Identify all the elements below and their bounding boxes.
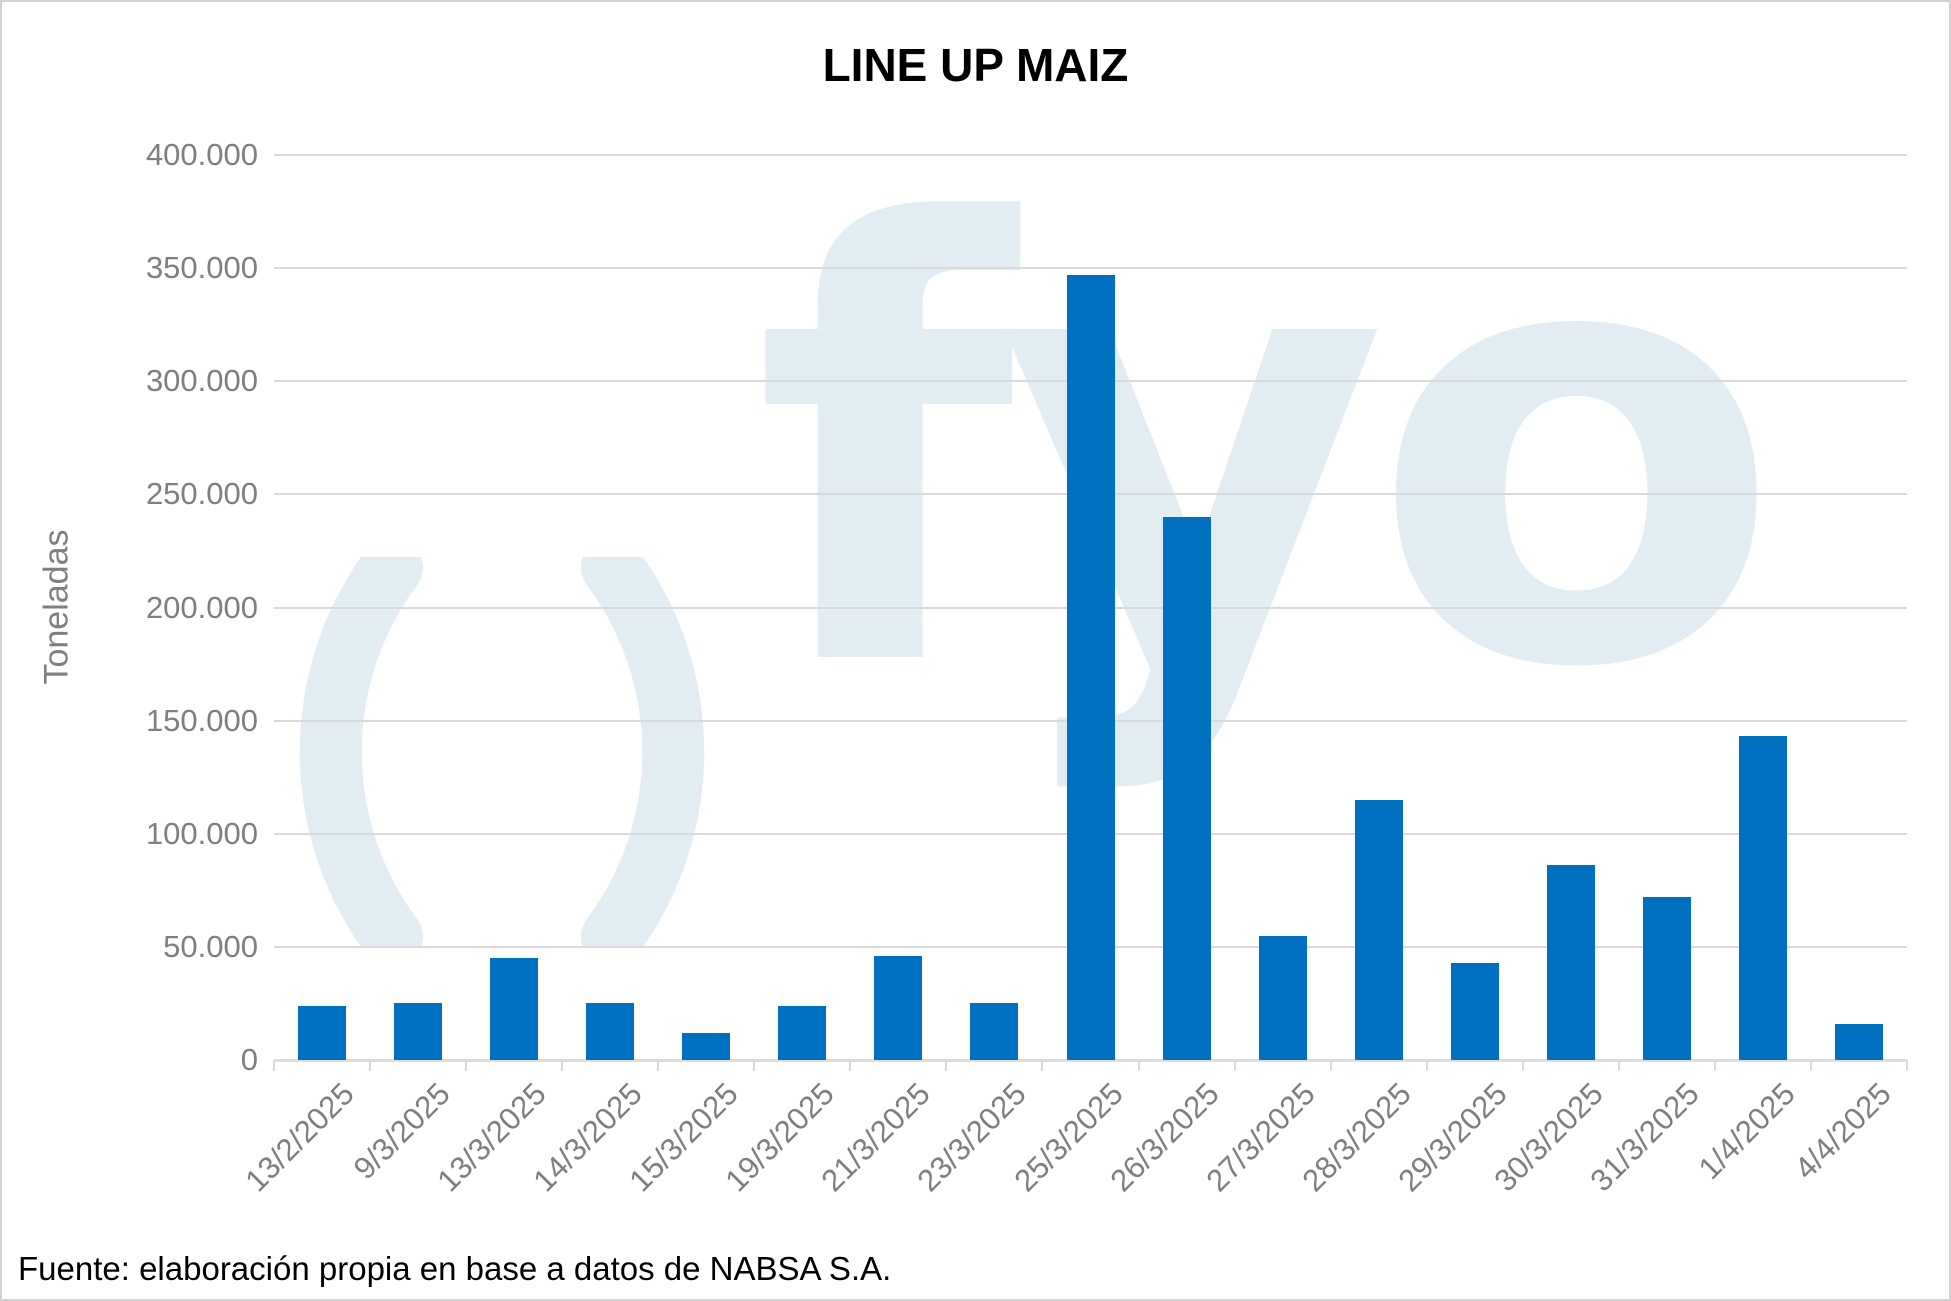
y-tick-label: 350.000 [145,250,258,286]
bar-1/4/2025 [1738,736,1787,1060]
x-axis-tick [657,1060,660,1071]
x-axis-tick [1521,1060,1524,1071]
x-axis-tick [1906,1060,1908,1071]
y-tick-label: 0 [240,1042,258,1077]
bar-27/3/2025 [1258,935,1307,1060]
x-axis-tick [945,1060,948,1071]
x-axis-tick [1137,1060,1140,1071]
parentheses-icon [299,557,705,947]
bar-4/4/2025 [1834,1023,1883,1060]
bar-31/3/2025 [1642,897,1691,1060]
y-axis-title: Toneladas [37,529,76,685]
y-tick-label: 300.000 [145,363,258,399]
x-axis-tick [1425,1060,1428,1071]
x-tick-label: 4/4/2025 [1787,1076,1898,1187]
bar-30/3/2025 [1546,865,1595,1060]
bar-28/3/2025 [1354,799,1403,1060]
x-axis-tick [1617,1060,1620,1071]
x-axis-tick [1809,1060,1812,1071]
y-tick-label: 50.000 [163,928,258,964]
bar-9/3/2025 [394,1003,443,1060]
bar-26/3/2025 [1162,517,1211,1060]
source-note: Fuente: elaboración propia en base a dat… [18,1250,892,1287]
x-axis-tick [1329,1060,1332,1071]
x-axis-tick [753,1060,756,1071]
x-axis-tick [1713,1060,1716,1071]
x-axis-tick [1041,1060,1044,1071]
chart-title: LINE UP MAIZ [822,39,1129,91]
x-axis-tick [849,1060,852,1071]
x-axis-tick [369,1060,372,1071]
x-axis-tick [273,1060,275,1071]
bar-21/3/2025 [874,955,923,1060]
gridline [274,154,1907,156]
y-tick-label: 100.000 [145,815,258,851]
fyo-watermark-parens [272,557,732,947]
bar-14/3/2025 [586,1003,635,1060]
x-axis-tick [1233,1060,1236,1071]
x-axis-tick [561,1060,564,1071]
fyo-watermark-text: fyo [754,100,1782,799]
x-axis-tick [465,1060,468,1071]
bar-23/3/2025 [970,1003,1019,1060]
x-tick-label: 1/4/2025 [1691,1076,1802,1187]
bar-25/3/2025 [1066,274,1115,1060]
y-tick-label: 150.000 [145,702,258,738]
bar-13/3/2025 [490,958,539,1060]
y-tick-label: 250.000 [145,476,258,512]
bar-15/3/2025 [682,1032,731,1060]
y-tick-label: 400.000 [145,137,258,172]
bar-29/3/2025 [1450,962,1499,1060]
gridline [274,267,1907,270]
x-axis-line [274,1059,1907,1062]
y-tick-label: 200.000 [145,589,258,625]
bar-19/3/2025 [778,1005,827,1060]
bar-13/2/2025 [298,1005,347,1060]
x-tick-label: 13/2/2025 [238,1076,361,1199]
